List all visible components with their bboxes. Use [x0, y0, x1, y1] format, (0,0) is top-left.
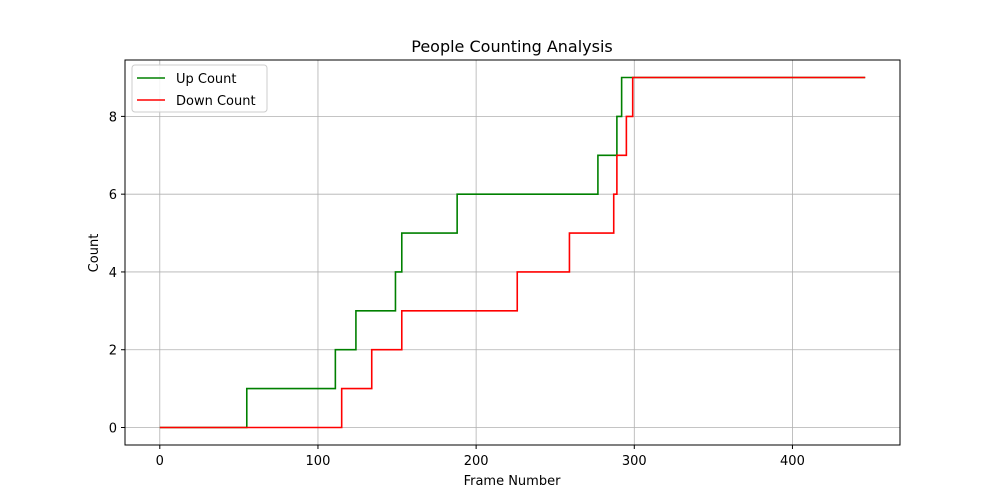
- plot-frame: [124, 59, 901, 446]
- legend: Up Count Down Count: [131, 64, 268, 113]
- x-tick-label: 300: [622, 454, 647, 469]
- grid: [125, 60, 900, 445]
- series-line-down-count: [159, 76, 866, 429]
- x-tick-label: 400: [780, 454, 805, 469]
- y-tick-label: 2: [109, 344, 117, 359]
- y-ticks: 0 2 4 6 8: [109, 110, 125, 437]
- series-line-up-count: [159, 76, 866, 429]
- x-tick-label: 0: [156, 454, 164, 469]
- legend-label: Down Count: [176, 94, 256, 109]
- y-tick-label: 4: [109, 266, 117, 281]
- y-tick-label: 6: [109, 188, 117, 203]
- y-tick-label: 0: [109, 422, 117, 437]
- y-axis-label: Count: [87, 234, 102, 273]
- x-tick-label: 200: [464, 454, 489, 469]
- chart-title: People Counting Analysis: [411, 37, 613, 56]
- legend-box: [131, 64, 268, 113]
- x-tick-label: 100: [306, 454, 331, 469]
- y-tick-label: 8: [109, 110, 117, 125]
- x-axis-label: Frame Number: [464, 474, 562, 489]
- legend-label: Up Count: [176, 72, 237, 87]
- series-layer: [159, 76, 866, 429]
- x-ticks: 0 100 200 300 400: [156, 445, 805, 469]
